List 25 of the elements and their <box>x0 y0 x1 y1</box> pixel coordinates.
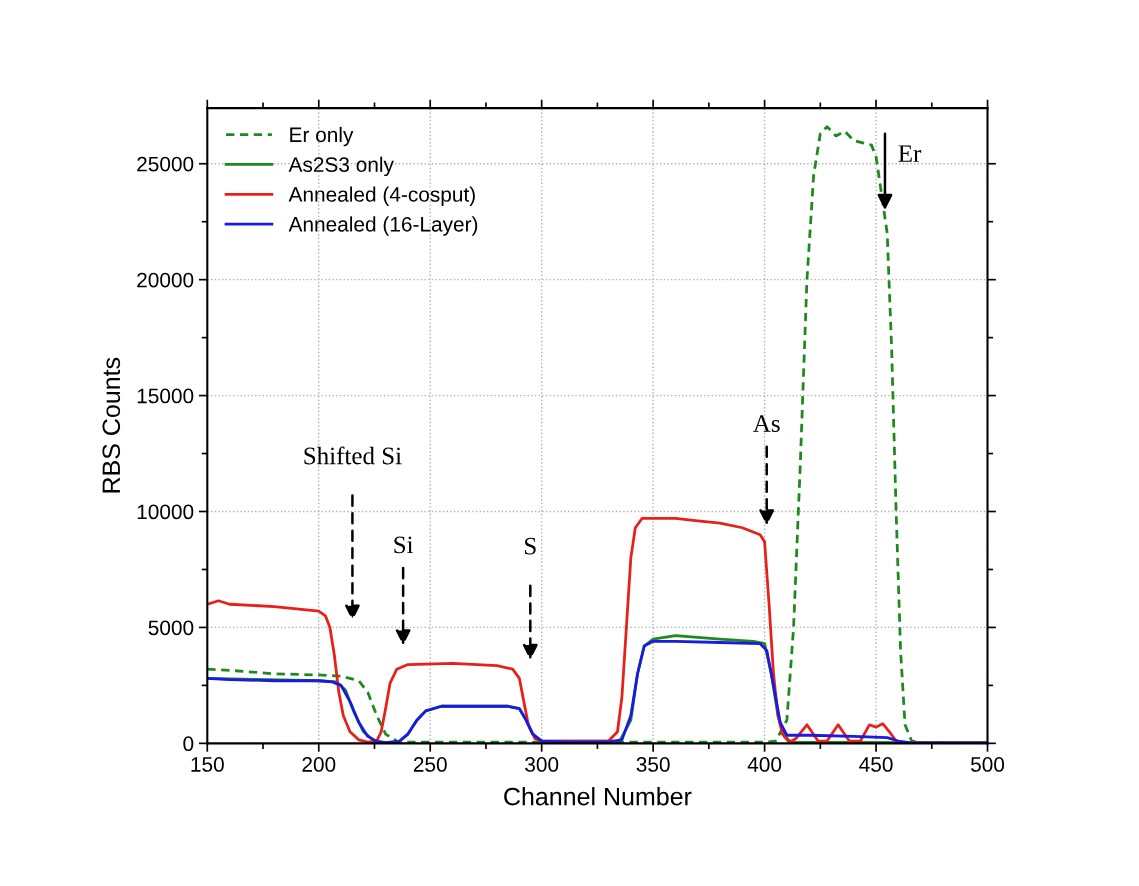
x-tick-label: 450 <box>859 757 893 772</box>
annotation: S <box>525 537 536 555</box>
legend-label: As2S3 only <box>288 156 394 177</box>
annotation: Shifted Si <box>304 446 402 465</box>
y-tick-label: 10000 <box>137 504 194 520</box>
y-tick-label: 20000 <box>137 272 194 288</box>
x-tick-label: 200 <box>302 757 336 772</box>
legend-label: Annealed (4-cosput) <box>288 186 475 206</box>
y-axis-title: RBS Counts <box>102 357 121 493</box>
annotation: Si <box>394 536 414 554</box>
x-tick-label: 250 <box>413 757 447 772</box>
annotation: As <box>753 415 780 432</box>
y-tick-label: 0 <box>183 736 194 752</box>
y-tick-label: 15000 <box>137 388 194 404</box>
y-tick-label: 5000 <box>148 620 194 636</box>
legend-label: Annealed (16-Layer) <box>288 216 478 236</box>
x-tick-label: 350 <box>636 757 670 772</box>
x-tick-label: 150 <box>191 757 224 772</box>
x-tick-label: 300 <box>525 757 559 772</box>
x-tick-label: 400 <box>747 757 782 772</box>
legend-label: Er only <box>290 126 354 147</box>
annotation: Er <box>898 145 922 162</box>
x-tick-label: 500 <box>970 757 1005 772</box>
y-tick-label: 25000 <box>137 156 194 172</box>
x-axis-title: Channel Number <box>504 787 692 806</box>
